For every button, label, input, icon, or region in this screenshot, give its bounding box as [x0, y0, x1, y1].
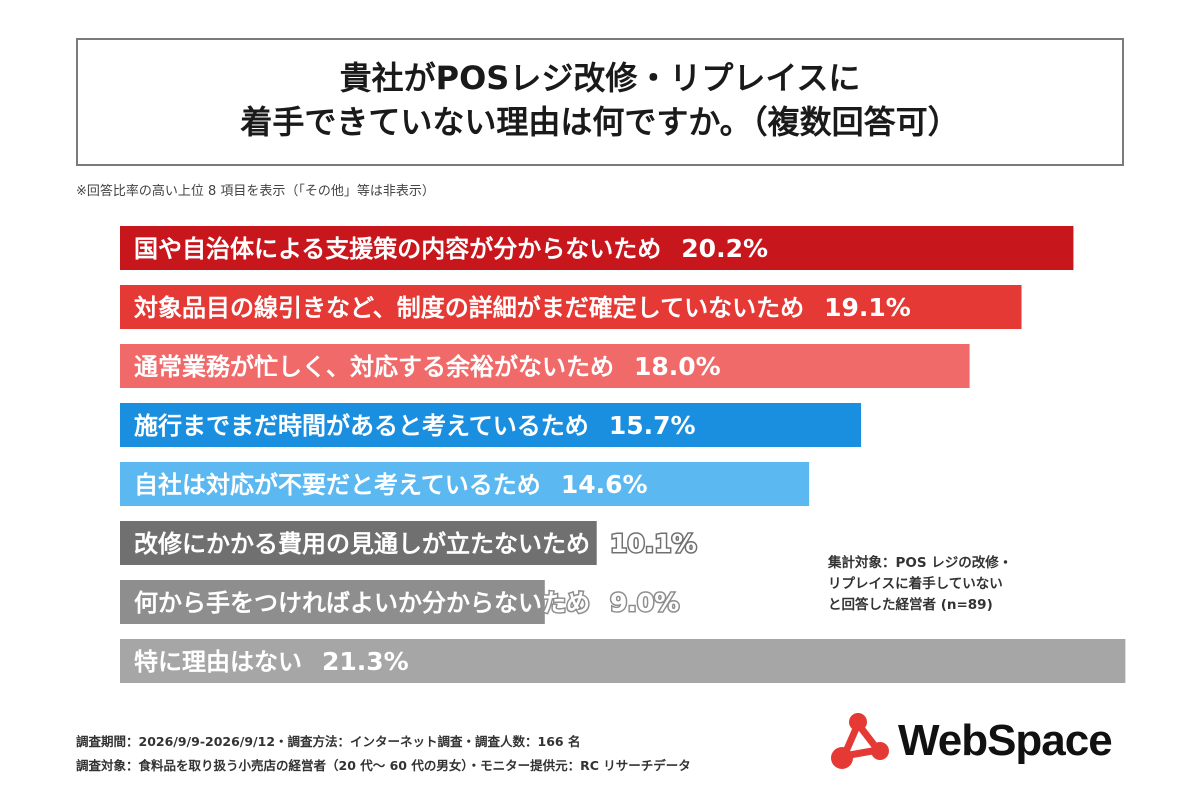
bar-1	[120, 226, 1074, 270]
category-label-3: 通常業務が忙しく、対応する余裕がないため	[134, 353, 614, 381]
category-label-8: 特に理由はない	[134, 648, 302, 676]
bar-label-3: 通常業務が忙しく、対応する余裕がないため 18.0%	[134, 352, 721, 381]
bar-label-5: 自社は対応が不要だと考えているため 14.6%	[134, 470, 648, 499]
display-note: ※回答比率の高い上位 8 項目を表示（「その他」等は非表示）	[76, 184, 435, 199]
value-label-8: 21.3%	[322, 647, 409, 676]
value-label-6: 10.1%	[610, 529, 697, 558]
value-label-7: 9.0%	[610, 588, 679, 617]
bar-label-7: 何から手をつければよいか分からないため 9.0%	[134, 588, 679, 617]
bar-2	[120, 285, 1022, 329]
title-line-2: 着手できていない理由は何ですか。（複数回答可）	[240, 103, 960, 141]
title-line-1: 貴社がPOSレジ改修・リプレイスに	[339, 59, 861, 97]
sample-note-line-3: と回答した経営者 (n=89)	[828, 597, 993, 613]
bar-3	[120, 344, 970, 388]
survey-footer: 調査期間：2026/9/9-2026/9/12・調査方法：インターネット調査・調…	[76, 730, 691, 778]
bar-label-8: 特に理由はない 21.3%	[134, 647, 409, 676]
sample-note-line-1: 集計対象：POS レジの改修・	[828, 555, 1013, 571]
category-label-2: 対象品目の線引きなど、制度の詳細がまだ確定していないため	[134, 294, 804, 322]
survey-footer-line-1: 調査期間：2026/9/9-2026/9/12・調査方法：インターネット調査・調…	[76, 734, 581, 749]
value-label-5: 14.6%	[561, 470, 648, 499]
value-label-1: 20.2%	[681, 234, 768, 263]
bar-label-4: 施行までまだ時間があると考えているため 15.7%	[134, 411, 696, 440]
value-label-4: 15.7%	[609, 411, 696, 440]
bar-8	[120, 639, 1126, 683]
category-label-5: 自社は対応が不要だと考えているため	[134, 471, 541, 499]
bar-6	[120, 521, 597, 565]
sample-note-line-2: リプレイスに着手していない	[828, 576, 1003, 592]
category-label-6: 改修にかかる費用の見通しが立たないため	[134, 530, 590, 558]
bar-label-2: 対象品目の線引きなど、制度の詳細がまだ確定していないため 19.1%	[134, 293, 911, 322]
logo-text: WebSpace	[898, 716, 1113, 765]
category-label-4: 施行までまだ時間があると考えているため	[134, 412, 589, 440]
title-box: 貴社がPOSレジ改修・リプレイスに 着手できていない理由は何ですか。（複数回答可…	[76, 38, 1124, 166]
sample-note: 集計対象：POS レジの改修・ リプレイスに着手していない と回答した経営者 (…	[828, 553, 1012, 616]
category-label-1: 国や自治体による支援策の内容が分からないため	[134, 235, 661, 263]
category-label-7: 何から手をつければよいか分からないため	[134, 589, 590, 617]
bar-4	[120, 403, 862, 447]
bar-7	[120, 580, 545, 624]
webspace-logo-icon	[831, 713, 889, 769]
value-label-2: 19.1%	[824, 293, 911, 322]
bar-label-1: 国や自治体による支援策の内容が分からないため 20.2%	[134, 234, 768, 263]
bar-5	[120, 462, 810, 506]
bar-label-6: 改修にかかる費用の見通しが立たないため 10.1%	[134, 529, 697, 558]
value-label-3: 18.0%	[634, 352, 721, 381]
survey-footer-line-2: 調査対象：食料品を取り扱う小売店の経営者（20 代～ 60 代の男女）・モニター…	[76, 758, 691, 773]
